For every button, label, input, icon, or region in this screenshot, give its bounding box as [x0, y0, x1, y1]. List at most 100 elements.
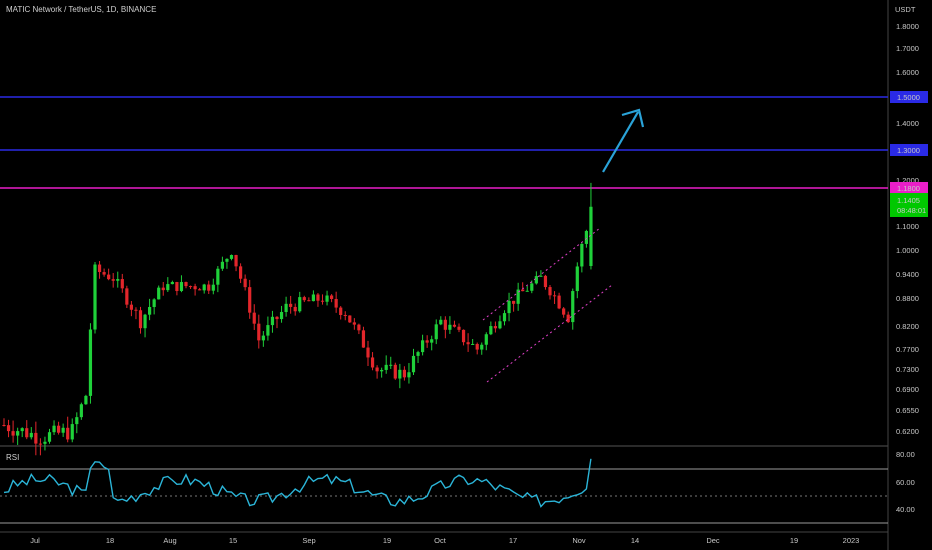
candle-body [239, 266, 243, 279]
x-tick-label: 2023 [843, 536, 860, 545]
candle-body [6, 425, 11, 432]
level-label-box [890, 91, 928, 103]
candle-body [193, 286, 197, 290]
candle-body [102, 272, 106, 275]
candle-body [79, 404, 83, 418]
candle-body [575, 266, 579, 292]
x-tick-label: Dec [706, 536, 720, 545]
candle-body [389, 364, 393, 366]
candle-body [589, 206, 593, 266]
y-tick-label: 0.6550 [896, 406, 919, 415]
candle-body [475, 343, 479, 350]
candle-body [471, 343, 475, 345]
candle-body [261, 335, 265, 341]
candle-body [380, 369, 384, 372]
x-tick-label: 19 [383, 536, 391, 545]
candle-body [184, 282, 188, 287]
candle-body [416, 352, 420, 356]
candle-body [357, 324, 361, 331]
candle-body [234, 255, 238, 267]
x-tick-label: 17 [509, 536, 517, 545]
y-tick-label: 0.8200 [896, 322, 919, 331]
x-tick-label: Nov [572, 536, 586, 545]
candle-body [334, 298, 338, 308]
candle-body [343, 315, 347, 317]
candle-body [439, 319, 443, 325]
candle-body [61, 427, 65, 433]
candle-body [325, 295, 329, 302]
candle-body [493, 326, 497, 329]
candle-body [202, 284, 206, 291]
candle-body [421, 340, 425, 353]
y-tick-label: 0.8800 [896, 294, 919, 303]
candle-body [402, 369, 406, 378]
x-tick-label: 18 [106, 536, 114, 545]
candle-body [507, 300, 511, 314]
candle-body [375, 367, 379, 372]
y-tick-label: 1.7000 [896, 44, 919, 53]
y-tick-label: 0.7300 [896, 365, 919, 374]
candle-body [243, 278, 247, 288]
candle-body [562, 308, 566, 315]
candle-body [484, 334, 488, 345]
candle-body [298, 297, 302, 312]
candle-body [320, 300, 325, 302]
rsi-label: RSI [6, 453, 20, 462]
chart-title: MATIC Network / TetherUS, 1D, BINANCE [6, 5, 157, 14]
y-tick-label: 1.4000 [896, 119, 919, 128]
candle-body [366, 347, 370, 358]
candle-body [425, 340, 429, 343]
candle-body [170, 282, 174, 285]
candle-body [580, 243, 584, 267]
y-tick-label: 0.7700 [896, 345, 919, 354]
y-tick-label: 1.6000 [896, 68, 919, 77]
candle-body [166, 284, 170, 291]
candle-body [52, 425, 56, 433]
level-label: 1.5000 [897, 93, 920, 102]
candle-body [293, 306, 297, 312]
candle-body [229, 255, 234, 259]
candle-body [157, 287, 161, 300]
candle-body [457, 326, 461, 330]
candle-body [216, 268, 220, 285]
candle-body [25, 428, 29, 438]
candle-body [348, 315, 352, 323]
countdown-label: 08:48:01 [897, 206, 926, 215]
y-tick-label: 1.2000 [896, 176, 919, 185]
y-tick-label: 1.1000 [896, 222, 919, 231]
level-label-box [890, 144, 928, 156]
candle-body [311, 294, 315, 302]
candle-body [525, 290, 529, 292]
candle-body [266, 325, 270, 336]
candle-body [257, 323, 261, 341]
level-label-box [890, 182, 928, 194]
candle-body [252, 312, 256, 324]
candle-body [97, 264, 102, 273]
candle-body [134, 309, 138, 311]
candle-body [352, 322, 356, 325]
candle-body [521, 289, 525, 292]
candle-body [498, 321, 502, 329]
candle-body [38, 443, 42, 445]
candle-body [443, 319, 447, 330]
candle-body [11, 431, 15, 436]
y-tick-label: 1.0000 [896, 246, 919, 255]
candle-body [2, 425, 6, 426]
candle-body [407, 372, 411, 378]
candle-body [530, 283, 534, 291]
candle-body [543, 275, 548, 288]
candle-body [584, 230, 588, 244]
candle-body [289, 303, 293, 307]
candle-body [512, 300, 516, 304]
candle-body [220, 261, 224, 269]
rsi-tick-label: 40.00 [896, 505, 915, 514]
candle-body [448, 324, 452, 330]
channel-upper [482, 227, 601, 321]
channel-lower [486, 284, 613, 383]
candle-body [516, 289, 520, 304]
x-tick-label: Sep [302, 536, 315, 545]
candle-body [70, 424, 74, 440]
candle-body [270, 316, 275, 326]
candle-body [211, 284, 215, 291]
